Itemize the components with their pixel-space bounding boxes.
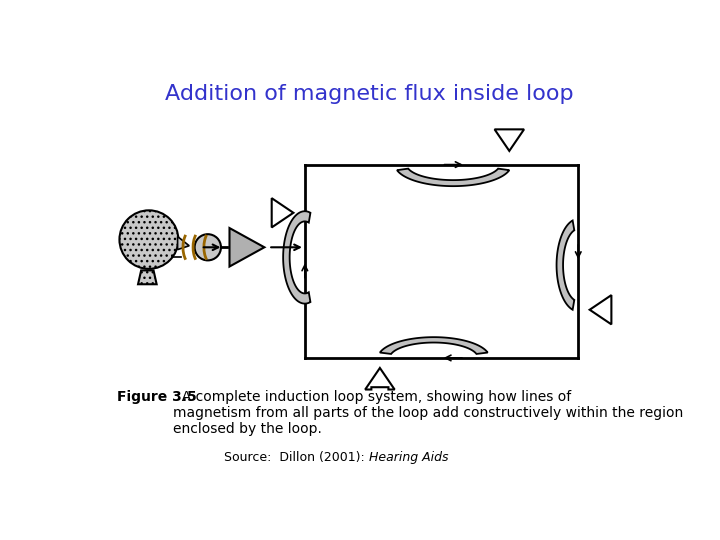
Text: A complete induction loop system, showing how lines of
magnetism from all parts : A complete induction loop system, showin…: [173, 390, 683, 436]
Text: Addition of magnetic flux inside loop: Addition of magnetic flux inside loop: [165, 84, 573, 104]
Polygon shape: [230, 228, 264, 267]
FancyArrow shape: [590, 295, 611, 325]
Polygon shape: [397, 168, 509, 186]
Circle shape: [194, 234, 221, 260]
Polygon shape: [380, 337, 487, 354]
Polygon shape: [178, 237, 189, 249]
Circle shape: [120, 210, 179, 269]
Text: Figure 3.5: Figure 3.5: [117, 390, 197, 404]
Polygon shape: [138, 271, 157, 284]
Polygon shape: [557, 220, 575, 310]
Polygon shape: [283, 211, 310, 303]
Text: Hearing Aids: Hearing Aids: [369, 451, 449, 464]
Text: Source:  Dillon (2001):: Source: Dillon (2001):: [224, 451, 369, 464]
FancyArrow shape: [271, 198, 293, 227]
FancyArrow shape: [365, 368, 395, 389]
FancyArrow shape: [495, 130, 524, 151]
